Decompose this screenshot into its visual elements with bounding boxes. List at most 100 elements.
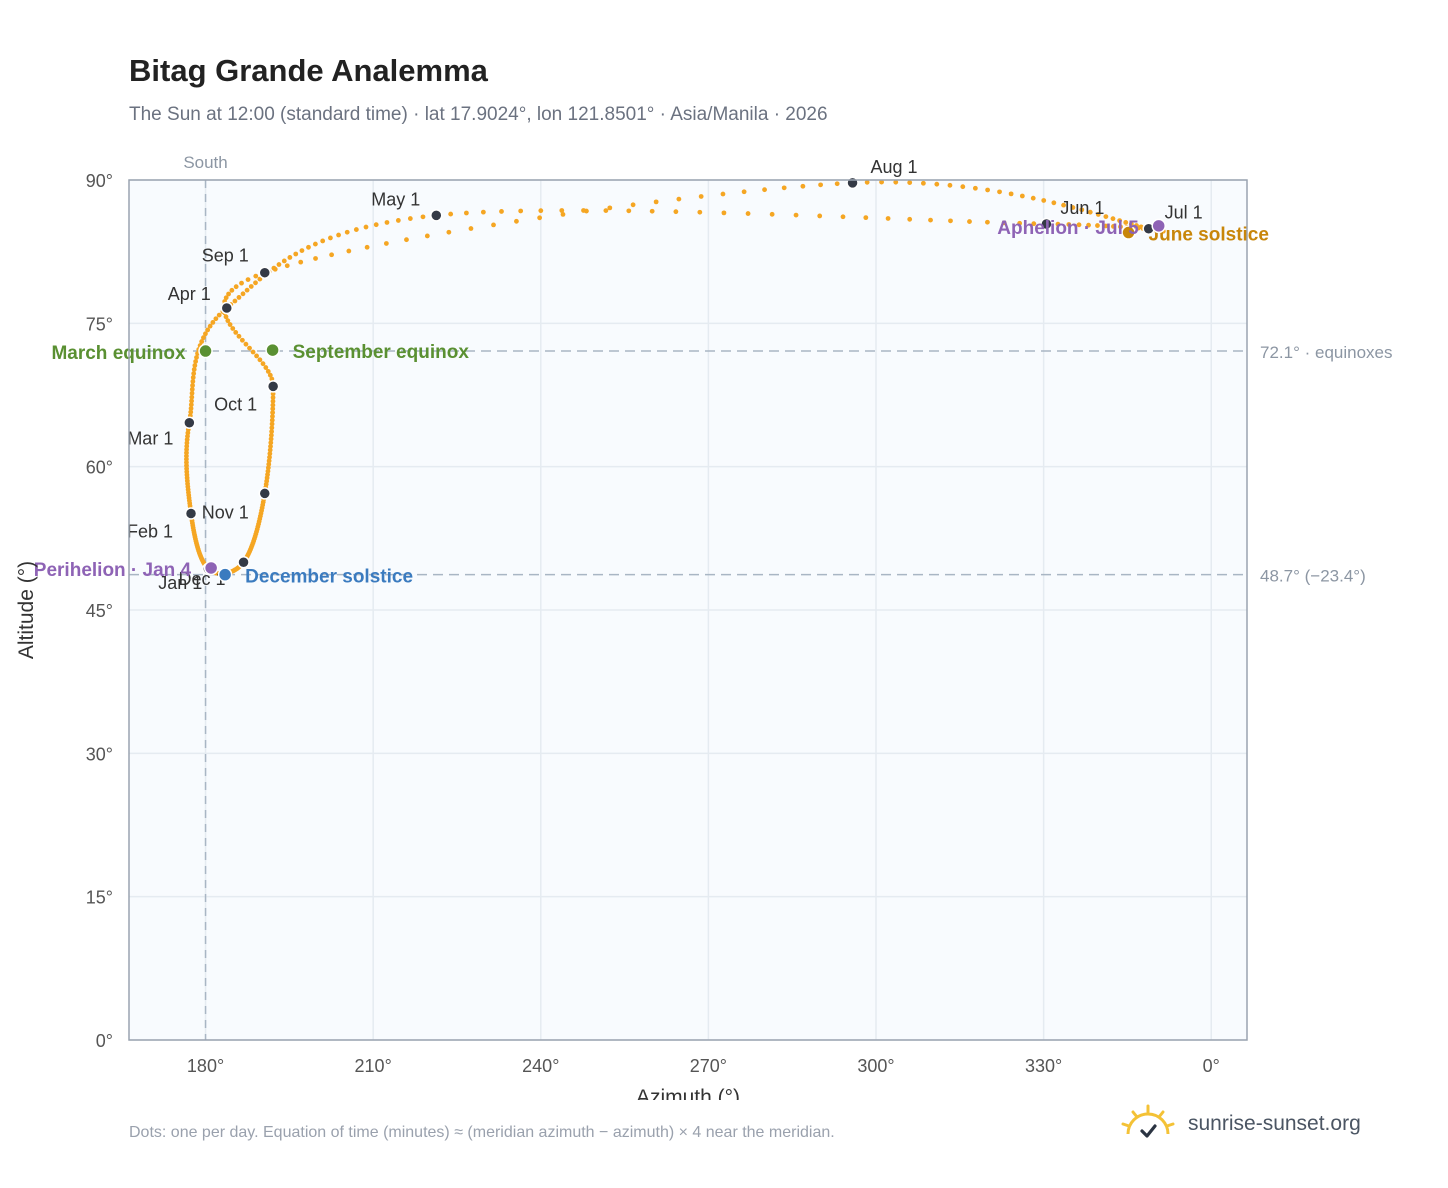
daily-dot [1017,220,1023,226]
daily-dot [236,333,242,339]
brand[interactable]: sunrise-sunset.org [1120,1102,1361,1146]
daily-dot [1008,191,1014,197]
daily-dot [203,331,208,337]
daily-dot [607,205,613,211]
event-label: June solstice [1149,225,1269,246]
daily-dot [1066,222,1072,227]
x-axis-label: Azimuth (°) [636,1086,740,1100]
daily-dot [673,209,679,215]
daily-dot [223,314,229,320]
event-marker [1151,218,1166,234]
meridian-label: South [183,153,227,172]
daily-dot [769,211,775,217]
daily-dot [236,295,242,300]
daily-dot [1079,207,1085,213]
daily-dot [947,182,953,188]
daily-dot [395,218,401,223]
analemma-chart: South 72.1° · equinoxes 48.7° (−23.4°) Jan… [15,153,1393,1100]
x-tick-label: 270° [690,1056,727,1076]
daily-dot [266,458,272,464]
daily-dot [1128,221,1134,227]
month-marker [183,416,196,429]
event-marker [198,343,213,359]
daily-dot [653,199,659,205]
daily-dot [247,345,252,351]
daily-dot [284,263,290,269]
daily-dot [313,256,318,261]
daily-dot [491,222,496,228]
daily-dot [967,219,972,224]
daily-dot [1031,221,1037,227]
event-marker [203,560,219,576]
daily-dot [363,224,369,230]
daily-dot [1117,218,1123,224]
daily-dot [353,227,359,232]
daily-dot [260,361,266,367]
y-tick-label: 90° [86,171,113,191]
daily-dot [229,287,235,293]
daily-dot [270,391,276,397]
daily-dot [205,327,211,333]
daily-dot [189,390,195,396]
event-markers: March equinox September equinox December s… [34,218,1269,588]
x-tick-label: 210° [355,1056,392,1076]
daily-dot [253,280,258,286]
event-marker [265,342,280,358]
daily-dot [1019,193,1025,199]
daily-dot [364,244,370,250]
daily-dot [239,280,244,286]
daily-dot [448,211,454,217]
daily-dot [227,322,233,327]
axis-tick-labels: 180° 210° 240° 270° 300° 330° 0° 0° 15° 30° 45° 60°… [86,171,1220,1076]
month-marker [258,266,272,279]
y-tick-label: 0° [96,1031,113,1051]
reference-line-label: 72.1° · equinoxes [1260,343,1393,362]
daily-dot [190,375,196,380]
daily-dot [1076,222,1082,228]
month-marker [237,555,250,569]
month-marker [846,176,859,190]
daily-dot [268,436,274,442]
daily-dot [189,398,194,404]
month-marker-label: Oct 1 [214,394,257,414]
daily-dot [270,410,276,416]
daily-dot [192,363,198,368]
daily-dot [584,208,589,214]
y-tick-label: 15° [86,888,113,908]
event-marker [1121,225,1136,240]
daily-dot [1118,224,1123,230]
daily-dot [266,461,272,467]
daily-dot [344,229,350,235]
daily-dot [268,440,274,446]
daily-dot [741,189,747,195]
daily-dot [270,398,276,404]
daily-dot [336,232,341,238]
daily-dot [199,339,205,344]
daily-dot [1123,220,1129,225]
brand-name[interactable]: sunrise-sunset.org [1188,1112,1361,1135]
daily-dot [216,312,222,318]
daily-dot [1111,223,1116,229]
daily-dot [245,277,251,282]
daily-dot [879,179,884,185]
daily-dot [270,406,276,412]
daily-dot [1087,209,1093,215]
daily-dot [468,226,474,231]
daily-dot [840,214,846,220]
daily-dot [560,211,566,217]
daily-dot [1103,214,1109,219]
daily-dot [793,212,799,218]
daily-dot [226,291,231,297]
daily-dot [985,187,991,193]
daily-dot [267,451,273,457]
daily-dot [697,209,703,215]
daily-dot [257,276,263,282]
daily-dot [190,379,196,384]
daily-dot [698,194,704,199]
month-marker [184,507,198,520]
y-tick-label: 60° [86,458,113,478]
daily-dot [885,216,891,221]
daily-dot [223,295,229,301]
daily-dot [306,244,311,250]
month-marker-label: Aug 1 [871,157,918,177]
